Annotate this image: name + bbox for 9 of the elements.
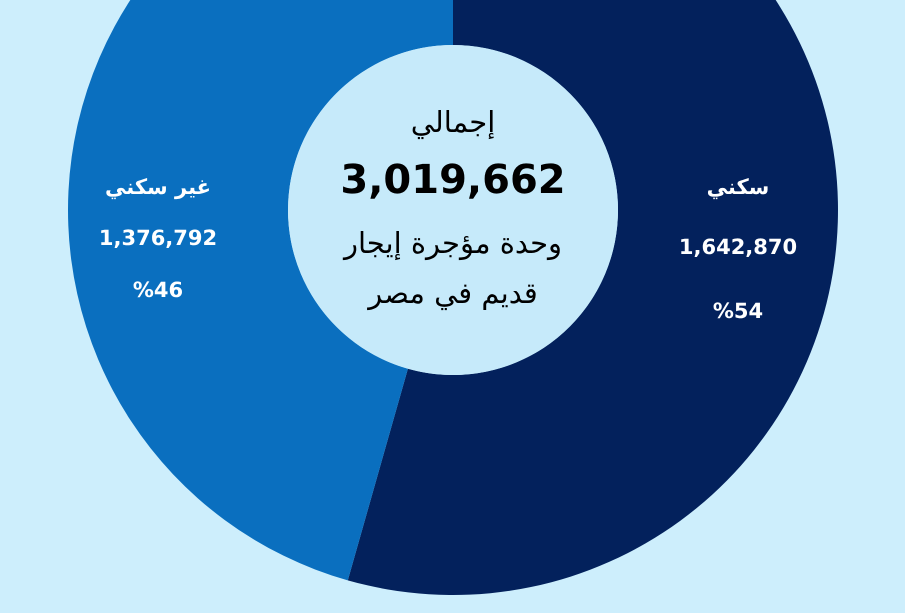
text: إجمالي: [410, 105, 496, 139]
text: %54: [712, 299, 764, 323]
text: 3,019,662: [340, 157, 566, 203]
slice-label: سكني: [706, 175, 770, 199]
data-label: 1,376,792: [98, 226, 218, 250]
slice-label: غير سكني: [105, 175, 211, 199]
text: %46: [132, 278, 184, 302]
text: وحدة مؤجرة إيجار قديم في مصر: [342, 225, 564, 312]
data-label: 1,642,870: [678, 235, 798, 259]
